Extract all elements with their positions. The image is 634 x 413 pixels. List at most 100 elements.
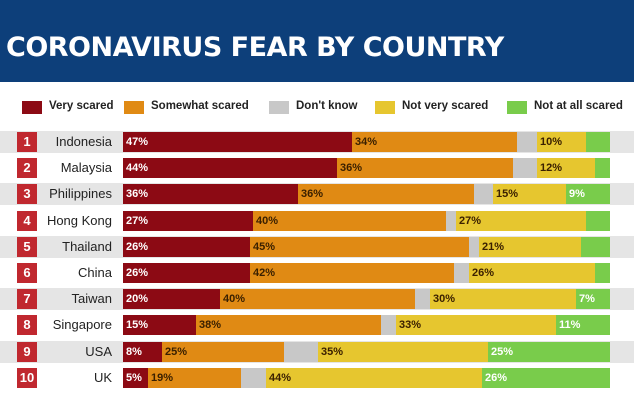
bar-segment: 21% [479, 237, 581, 257]
data-label: 8% [126, 346, 142, 358]
legend-label: Somewhat scared [151, 100, 249, 112]
stacked-bar: 20% 40% 30% 7% [123, 289, 610, 309]
bar-segment: 27% [123, 211, 253, 231]
data-label: 10% [540, 136, 563, 148]
rank-badge: 4 [17, 211, 37, 231]
legend-swatch [124, 101, 144, 114]
rank-badge: 10 [17, 368, 37, 388]
country-label: Taiwan [71, 291, 112, 306]
bar-segment: 20% [123, 289, 220, 309]
legend-label: Not at all scared [534, 100, 623, 112]
data-label: 19% [151, 372, 174, 384]
data-label: 44% [126, 162, 149, 174]
data-label: 34% [355, 136, 378, 148]
country-label: Malaysia [60, 160, 112, 175]
data-label: 38% [199, 319, 222, 331]
bar-segment: 36% [123, 184, 298, 204]
stacked-bar: 36% 36% 15% 9% [123, 184, 610, 204]
bar-segment [446, 211, 456, 231]
data-label: 40% [223, 293, 246, 305]
stacked-bar: 8% 25% 35% 25% [123, 342, 610, 362]
data-label: 35% [321, 346, 344, 358]
bar-segment: 38% [196, 315, 381, 335]
legend-label: Not very scared [402, 100, 489, 112]
bar-segment: 34% [352, 132, 517, 152]
bar-segment: 35% [318, 342, 488, 362]
rank-badge: 9 [17, 342, 37, 362]
bar-segment: 33% [396, 315, 556, 335]
bar-segment [595, 158, 610, 178]
data-label: 26% [126, 241, 149, 253]
bar-segment: 25% [162, 342, 284, 362]
legend-swatch [269, 101, 289, 114]
bar-segment: 26% [482, 368, 610, 388]
bar-segment: 26% [123, 263, 250, 283]
bar-segment [581, 237, 610, 257]
data-label: 26% [472, 267, 495, 279]
stacked-bar: 26% 42% 26% [123, 263, 610, 283]
rank-badge: 2 [17, 158, 37, 178]
data-label: 25% [491, 346, 514, 358]
chart-row: 8 Singapore 15% 38% 33% 11% [0, 314, 634, 336]
legend-swatch [507, 101, 527, 114]
bar-segment: 19% [148, 368, 241, 388]
country-label: China [78, 265, 112, 280]
chart-row: 3 Philippines 36% 36% 15% 9% [0, 183, 634, 205]
bar-segment [241, 368, 266, 388]
data-label: 30% [433, 293, 456, 305]
bar-segment: 26% [123, 237, 250, 257]
bar-segment: 36% [337, 158, 513, 178]
country-label: USA [85, 344, 112, 359]
stacked-bar: 26% 45% 21% [123, 237, 610, 257]
bar-segment: 9% [566, 184, 610, 204]
bar-segment: 26% [469, 263, 595, 283]
bar-segment [415, 289, 430, 309]
rank-badge: 8 [17, 315, 37, 335]
chart-legend: Very scared Somewhat scared Don't know Not … [0, 98, 634, 118]
stacked-bar: 47% 34% 10% [123, 132, 610, 152]
bar-segment [586, 132, 610, 152]
data-label: 45% [253, 241, 276, 253]
chart-row: 1 Indonesia 47% 34% 10% [0, 131, 634, 153]
rank-badge: 1 [17, 132, 37, 152]
bar-segment: 27% [456, 211, 586, 231]
legend-label: Don't know [296, 100, 358, 112]
rank-badge: 3 [17, 184, 37, 204]
data-label: 15% [496, 188, 519, 200]
bar-segment: 42% [250, 263, 454, 283]
data-label: 27% [459, 215, 482, 227]
stacked-bar: 44% 36% 12% [123, 158, 610, 178]
chart-row: 10 UK 5% 19% 44% 26% [0, 367, 634, 389]
data-label: 27% [126, 215, 149, 227]
bar-segment: 44% [123, 158, 337, 178]
bar-segment: 30% [430, 289, 576, 309]
bar-segment: 25% [488, 342, 610, 362]
country-label: Singapore [52, 317, 112, 332]
bar-segment [595, 263, 610, 283]
data-label: 40% [256, 215, 279, 227]
data-label: 26% [485, 372, 508, 384]
data-label: 11% [559, 319, 581, 331]
data-label: 25% [165, 346, 188, 358]
data-label: 44% [269, 372, 292, 384]
chart-row: 7 Taiwan 20% 40% 30% 7% [0, 288, 634, 310]
bar-segment: 36% [298, 184, 474, 204]
legend-label: Very scared [49, 100, 114, 112]
data-label: 36% [126, 188, 149, 200]
chart-row: 6 China 26% 42% 26% [0, 262, 634, 284]
data-label: 7% [579, 293, 595, 305]
data-label: 42% [253, 267, 276, 279]
bar-segment: 40% [253, 211, 446, 231]
country-label: Indonesia [55, 134, 112, 149]
chart-row: 4 Hong Kong 27% 40% 27% [0, 210, 634, 232]
bar-segment [454, 263, 469, 283]
data-label: 12% [540, 162, 563, 174]
legend-swatch [22, 101, 42, 114]
rank-badge: 6 [17, 263, 37, 283]
country-label: Philippines [49, 186, 112, 201]
stacked-bar: 5% 19% 44% 26% [123, 368, 610, 388]
bar-segment: 47% [123, 132, 352, 152]
bar-segment: 5% [123, 368, 148, 388]
bar-segment: 10% [537, 132, 586, 152]
bar-segment: 40% [220, 289, 415, 309]
